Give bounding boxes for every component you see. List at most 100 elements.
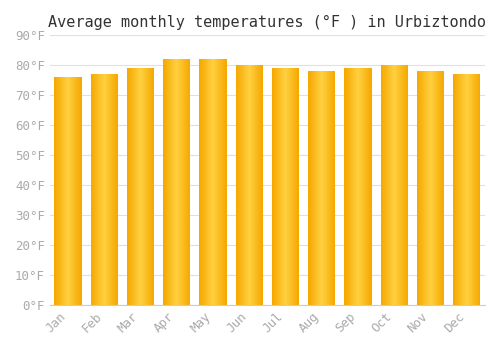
Bar bbox=[136, 68, 137, 305]
Bar bbox=[469, 74, 470, 305]
Bar bbox=[466, 74, 467, 305]
Bar bbox=[164, 59, 165, 305]
Bar bbox=[308, 71, 309, 305]
Bar bbox=[90, 74, 92, 305]
Bar bbox=[395, 65, 396, 305]
Bar bbox=[400, 65, 401, 305]
Bar bbox=[66, 77, 68, 305]
Bar bbox=[324, 71, 325, 305]
Bar bbox=[166, 59, 168, 305]
Bar bbox=[276, 68, 278, 305]
Bar bbox=[442, 71, 443, 305]
Bar bbox=[401, 65, 402, 305]
Bar bbox=[222, 59, 223, 305]
Bar bbox=[419, 71, 420, 305]
Bar bbox=[110, 74, 111, 305]
Bar bbox=[238, 65, 239, 305]
Bar bbox=[103, 74, 104, 305]
Bar bbox=[385, 65, 386, 305]
Bar bbox=[74, 77, 75, 305]
Bar bbox=[177, 59, 178, 305]
Bar bbox=[472, 74, 473, 305]
Bar bbox=[403, 65, 404, 305]
Bar bbox=[464, 74, 465, 305]
Bar bbox=[439, 71, 440, 305]
Bar bbox=[163, 59, 164, 305]
Bar bbox=[350, 68, 352, 305]
Bar bbox=[111, 74, 112, 305]
Bar bbox=[323, 71, 324, 305]
Bar bbox=[316, 71, 317, 305]
Bar bbox=[359, 68, 360, 305]
Bar bbox=[142, 68, 143, 305]
Bar bbox=[462, 74, 463, 305]
Bar bbox=[391, 65, 392, 305]
Bar bbox=[100, 74, 101, 305]
Bar bbox=[78, 77, 79, 305]
Bar bbox=[186, 59, 187, 305]
Bar bbox=[114, 74, 115, 305]
Bar bbox=[104, 74, 105, 305]
Bar bbox=[261, 65, 262, 305]
Bar bbox=[362, 68, 363, 305]
Bar bbox=[427, 71, 428, 305]
Bar bbox=[213, 59, 214, 305]
Bar bbox=[245, 65, 246, 305]
Bar bbox=[298, 68, 299, 305]
Bar bbox=[312, 71, 313, 305]
Bar bbox=[188, 59, 189, 305]
Bar bbox=[182, 59, 183, 305]
Bar bbox=[285, 68, 286, 305]
Bar bbox=[396, 65, 397, 305]
Bar bbox=[211, 59, 212, 305]
Bar bbox=[468, 74, 469, 305]
Bar bbox=[393, 65, 394, 305]
Bar bbox=[309, 71, 310, 305]
Bar bbox=[80, 77, 81, 305]
Bar bbox=[456, 74, 458, 305]
Bar bbox=[210, 59, 211, 305]
Bar bbox=[318, 71, 319, 305]
Bar bbox=[109, 74, 110, 305]
Title: Average monthly temperatures (°F ) in Urbiztondo: Average monthly temperatures (°F ) in Ur… bbox=[48, 15, 486, 30]
Bar bbox=[92, 74, 94, 305]
Bar bbox=[117, 74, 118, 305]
Bar bbox=[317, 71, 318, 305]
Bar bbox=[352, 68, 354, 305]
Bar bbox=[371, 68, 372, 305]
Bar bbox=[384, 65, 385, 305]
Bar bbox=[252, 65, 254, 305]
Bar bbox=[315, 71, 316, 305]
Bar bbox=[388, 65, 389, 305]
Bar bbox=[201, 59, 202, 305]
Bar bbox=[59, 77, 60, 305]
Bar bbox=[55, 77, 56, 305]
Bar bbox=[108, 74, 109, 305]
Bar bbox=[334, 71, 336, 305]
Bar bbox=[56, 77, 57, 305]
Bar bbox=[287, 68, 288, 305]
Bar bbox=[258, 65, 259, 305]
Bar bbox=[284, 68, 285, 305]
Bar bbox=[239, 65, 240, 305]
Bar bbox=[430, 71, 432, 305]
Bar bbox=[360, 68, 361, 305]
Bar bbox=[115, 74, 116, 305]
Bar bbox=[129, 68, 130, 305]
Bar bbox=[441, 71, 442, 305]
Bar bbox=[280, 68, 281, 305]
Bar bbox=[417, 71, 418, 305]
Bar bbox=[471, 74, 472, 305]
Bar bbox=[259, 65, 260, 305]
Bar bbox=[102, 74, 103, 305]
Bar bbox=[237, 65, 238, 305]
Bar bbox=[356, 68, 358, 305]
Bar bbox=[454, 74, 456, 305]
Bar bbox=[368, 68, 369, 305]
Bar bbox=[139, 68, 140, 305]
Bar bbox=[294, 68, 295, 305]
Bar bbox=[420, 71, 421, 305]
Bar bbox=[174, 59, 176, 305]
Bar bbox=[461, 74, 462, 305]
Bar bbox=[207, 59, 208, 305]
